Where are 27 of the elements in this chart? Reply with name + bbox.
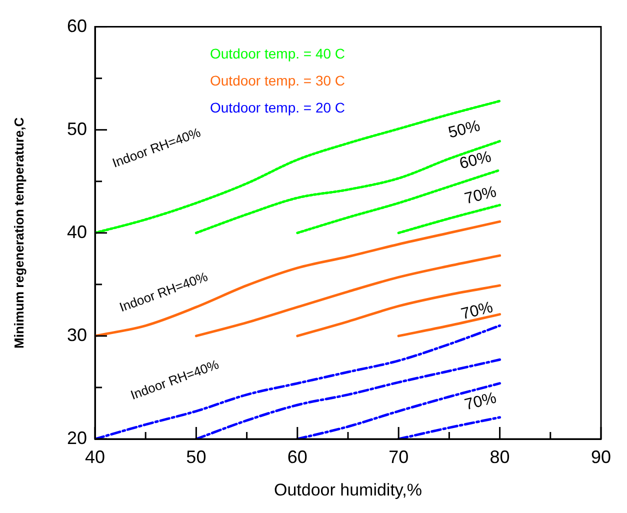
y-tick-label: 20 <box>66 428 87 448</box>
y-axis-title: Minimum regeneration temperature,C <box>11 116 26 348</box>
line-series <box>95 324 502 439</box>
text: Outdoor temp. = 30 C <box>210 72 346 89</box>
x-tick-label: 50 <box>186 446 206 467</box>
x-tick-label: 70 <box>388 446 409 467</box>
x-tick-label: 80 <box>490 446 510 467</box>
annotation: 70% <box>459 299 495 324</box>
line-series <box>296 284 502 338</box>
text: Outdoor temp. = 40 C <box>210 46 346 62</box>
line-series <box>296 382 502 439</box>
annotation: 60% <box>458 148 494 173</box>
x-tick-label: 40 <box>84 446 106 467</box>
y-tick-label: 30 <box>66 324 87 345</box>
line-series <box>95 220 502 338</box>
x-axis-title: Outdoor humidity,% <box>274 480 422 500</box>
annotation: 50% <box>446 118 482 142</box>
line-series <box>296 168 502 234</box>
y-tick-label: 50 <box>66 118 87 139</box>
y-tick-label: 40 <box>66 222 87 242</box>
line-series <box>95 100 502 234</box>
text: Outdoor temp. = 20 C <box>210 100 346 116</box>
x-tick-label: 90 <box>590 446 612 467</box>
y-tick-label: 60 <box>66 16 87 36</box>
annotation: 70% <box>462 390 498 414</box>
x-tick-label: 60 <box>287 446 308 467</box>
annotation: 70% <box>462 184 498 208</box>
